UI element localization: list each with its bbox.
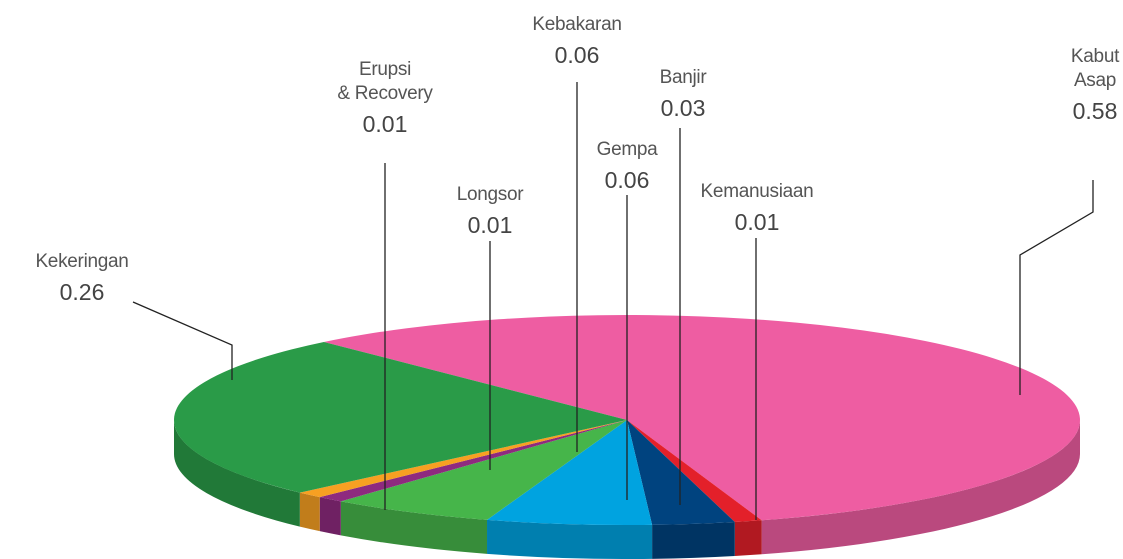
- pie-slice: [299, 420, 627, 498]
- pie-sides: [174, 420, 1080, 559]
- slice-side: [299, 492, 320, 532]
- pie-slice: [627, 420, 762, 522]
- slice-label: Erupsi & Recovery 0.01: [337, 58, 433, 138]
- slice-side: [487, 519, 653, 559]
- leader-lines: [132, 82, 1094, 520]
- pie-slice: [487, 420, 653, 525]
- slice-label: Kebakaran 0.06: [532, 13, 622, 69]
- slice-label: Banjir 0.03: [660, 66, 707, 122]
- slice-label: Longsor 0.01: [457, 183, 524, 239]
- category-name: Kabut Asap: [1070, 46, 1120, 91]
- category-name: Gempa: [596, 139, 658, 160]
- value-label: 0.03: [660, 95, 706, 121]
- value-label: 0.26: [59, 279, 105, 305]
- value-label: 0.01: [734, 209, 780, 235]
- leader-line: [132, 301, 233, 380]
- slice-label: Kemanusiaan 0.01: [701, 180, 814, 236]
- slice-side: [734, 520, 762, 556]
- value-label: 0.01: [467, 212, 513, 238]
- value-label: 0.06: [554, 42, 600, 68]
- pie-slice: [340, 420, 627, 520]
- slice-label: Kabut Asap 0.58: [1065, 45, 1123, 125]
- category-name: Banjir: [659, 67, 707, 88]
- value-label: 0.06: [604, 167, 650, 193]
- slice-side: [761, 420, 1080, 555]
- category-name: Kemanusiaan: [700, 181, 814, 202]
- slice-label: Gempa 0.06: [597, 138, 658, 194]
- value-label: 0.58: [1072, 98, 1118, 124]
- pie-slice: [174, 341, 627, 493]
- category-name: Erupsi & Recovery: [337, 59, 433, 104]
- slice-side: [652, 521, 735, 559]
- slice-side: [174, 420, 300, 527]
- slice-side: [340, 501, 488, 554]
- slice-label: Kekeringan 0.26: [35, 250, 128, 306]
- pie-top: [174, 315, 1080, 525]
- pie-slice: [627, 420, 735, 525]
- category-name: Kebakaran: [532, 14, 622, 35]
- slice-side: [319, 497, 341, 536]
- category-name: Longsor: [456, 184, 524, 205]
- pie-slice: [323, 315, 1080, 521]
- pie-slice: [319, 420, 627, 502]
- category-name: Kekeringan: [35, 251, 129, 272]
- value-label: 0.01: [362, 111, 408, 137]
- leader-line: [1019, 180, 1094, 395]
